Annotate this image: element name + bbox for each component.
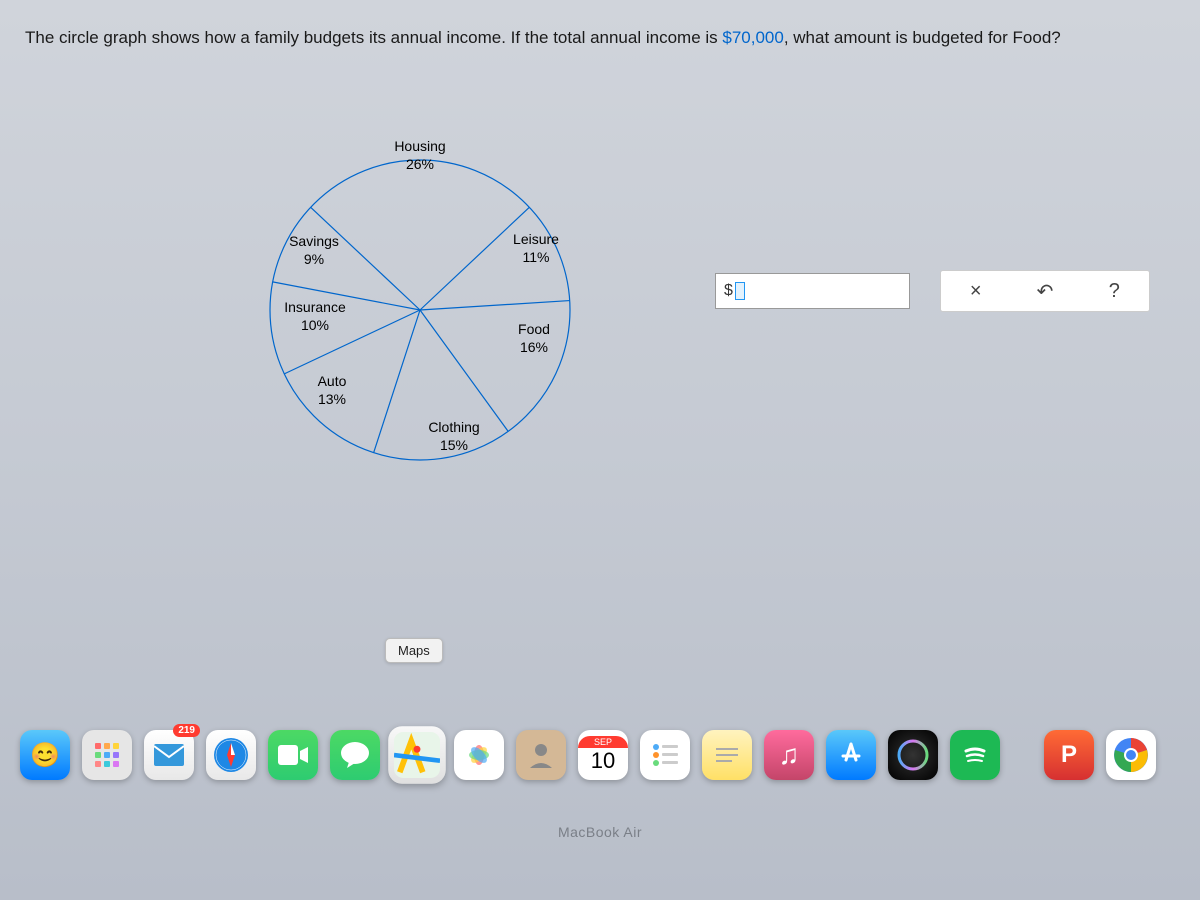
pie-label: Housing26% [394, 137, 445, 173]
action-button-group: × ↶ ? [940, 270, 1150, 312]
launchpad-icon[interactable] [82, 730, 132, 780]
mail-badge: 219 [173, 724, 200, 737]
photos-icon[interactable] [454, 730, 504, 780]
finder-icon[interactable]: 😊 [20, 730, 70, 780]
undo-button[interactable]: ↶ [1015, 273, 1075, 309]
powerpoint-icon[interactable]: P [1044, 730, 1094, 780]
appstore-icon[interactable] [826, 730, 876, 780]
pie-label: Leisure11% [513, 230, 559, 266]
notes-icon[interactable] [702, 730, 752, 780]
pie-label: Auto13% [318, 372, 347, 408]
input-cursor [735, 282, 745, 300]
answer-input[interactable]: $ [715, 273, 910, 309]
safari-icon[interactable] [206, 730, 256, 780]
spotify-icon[interactable] [950, 730, 1000, 780]
hardware-label: MacBook Air [558, 824, 642, 840]
pie-label: Food16% [518, 320, 550, 356]
pie-chart: Housing26% Leisure11% Food16% Clothing15% Au… [220, 120, 620, 500]
maps-icon[interactable] [388, 726, 446, 784]
question-prefix: The circle graph shows how a family budg… [25, 28, 722, 47]
pie-label: Insurance10% [284, 298, 345, 334]
mail-icon[interactable]: 219 [144, 730, 194, 780]
question-text: The circle graph shows how a family budg… [0, 0, 1200, 58]
dock-tooltip: Maps [385, 638, 443, 663]
calendar-day: 10 [591, 748, 615, 774]
pie-label: Savings9% [289, 232, 339, 268]
messages-icon[interactable] [330, 730, 380, 780]
question-suffix: , what amount is budgeted for Food? [784, 28, 1061, 47]
question-amount: $70,000 [722, 28, 783, 47]
help-button[interactable]: ? [1084, 273, 1144, 309]
clear-button[interactable]: × [946, 273, 1006, 309]
pie-label: Clothing15% [428, 418, 479, 454]
chrome-icon[interactable] [1106, 730, 1156, 780]
calendar-icon[interactable]: SEP 10 [578, 730, 628, 780]
reminders-icon[interactable] [640, 730, 690, 780]
dock: 😊 219 SEP 10 ♫ P [10, 710, 1190, 780]
pie-svg [220, 120, 620, 500]
siri-icon[interactable] [888, 730, 938, 780]
calendar-month: SEP [578, 736, 628, 748]
facetime-icon[interactable] [268, 730, 318, 780]
music-icon[interactable]: ♫ [764, 730, 814, 780]
dollar-prefix: $ [724, 282, 733, 300]
contacts-icon[interactable] [516, 730, 566, 780]
